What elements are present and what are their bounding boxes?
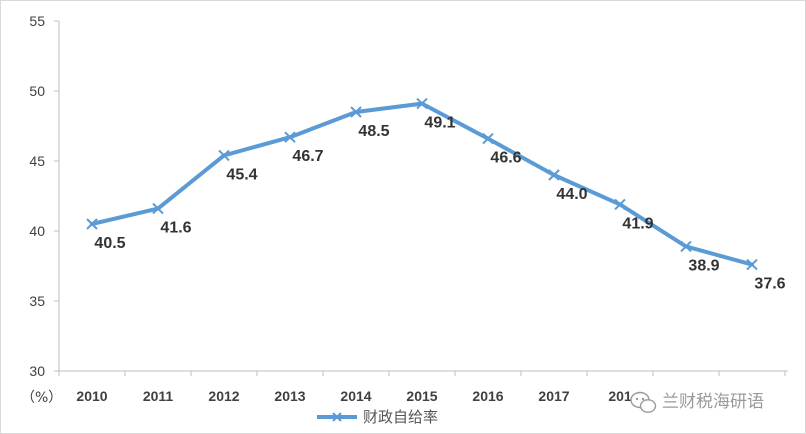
data-label: 46.7: [292, 148, 323, 165]
watermark-text: 兰财税海研语: [662, 392, 764, 412]
data-point-marker: [284, 131, 296, 143]
data-label: 46.6: [490, 150, 521, 167]
data-labels: 40.5 41.6 45.4 46.7 48.5 49.1 46.6 44.0 41.9 38.9…: [94, 115, 785, 293]
data-point-marker: [152, 202, 164, 215]
y-tick-label: 30: [29, 363, 45, 379]
data-point-marker: [482, 132, 494, 145]
data-label: 44.0: [556, 186, 587, 203]
axes: [58, 21, 788, 372]
data-label: 37.6: [754, 276, 785, 293]
legend-series-name: 财政自给率: [363, 408, 438, 426]
series-markers: [86, 97, 758, 271]
data-point-marker: [350, 106, 362, 118]
data-label: 49.1: [424, 115, 455, 132]
data-label: 41.6: [160, 220, 191, 237]
data-point-marker: [680, 240, 692, 253]
data-point-marker: [218, 149, 230, 162]
wechat-icon: [630, 391, 657, 413]
y-tick-label: 45: [29, 153, 45, 169]
y-unit-label: （%）: [21, 390, 62, 406]
data-label: 41.9: [622, 215, 653, 232]
data-label: 40.5: [94, 235, 125, 252]
data-label: 45.4: [226, 166, 257, 183]
data-point-marker: [86, 218, 98, 230]
x-tick-label: 2017: [538, 388, 569, 404]
y-tick-label: 55: [29, 13, 45, 29]
legend: 财政自给率: [317, 408, 438, 426]
y-axis-ticks: 30 35 40 45 50 55: [29, 13, 59, 379]
legend-x-marker: [332, 412, 342, 422]
x-axis-ticks: 2010 2011 2012 2013 2014 2015 2016 2017 201: [58, 371, 786, 404]
data-point-marker: [548, 169, 560, 181]
y-tick-label: 35: [29, 293, 45, 309]
series-line-path: [90, 101, 754, 267]
data-label: 48.5: [358, 123, 389, 140]
y-tick-label: 50: [29, 83, 45, 99]
x-tick-label: 2014: [340, 388, 371, 404]
x-tick-label: 2012: [208, 388, 239, 404]
data-label: 38.9: [688, 257, 719, 274]
x-tick-label: 201: [608, 388, 632, 404]
data-point-marker: [416, 97, 428, 110]
series-line: [90, 101, 754, 267]
x-tick-label: 2015: [406, 388, 437, 404]
x-tick-label: 2010: [76, 388, 107, 404]
data-point-marker: [614, 198, 626, 211]
y-tick-label: 40: [29, 223, 45, 239]
watermark: 兰财税海研语: [630, 391, 764, 413]
data-point-marker: [746, 258, 758, 271]
x-tick-label: 2013: [274, 388, 305, 404]
x-tick-label: 2011: [143, 388, 174, 404]
x-tick-label: 2016: [472, 388, 503, 404]
